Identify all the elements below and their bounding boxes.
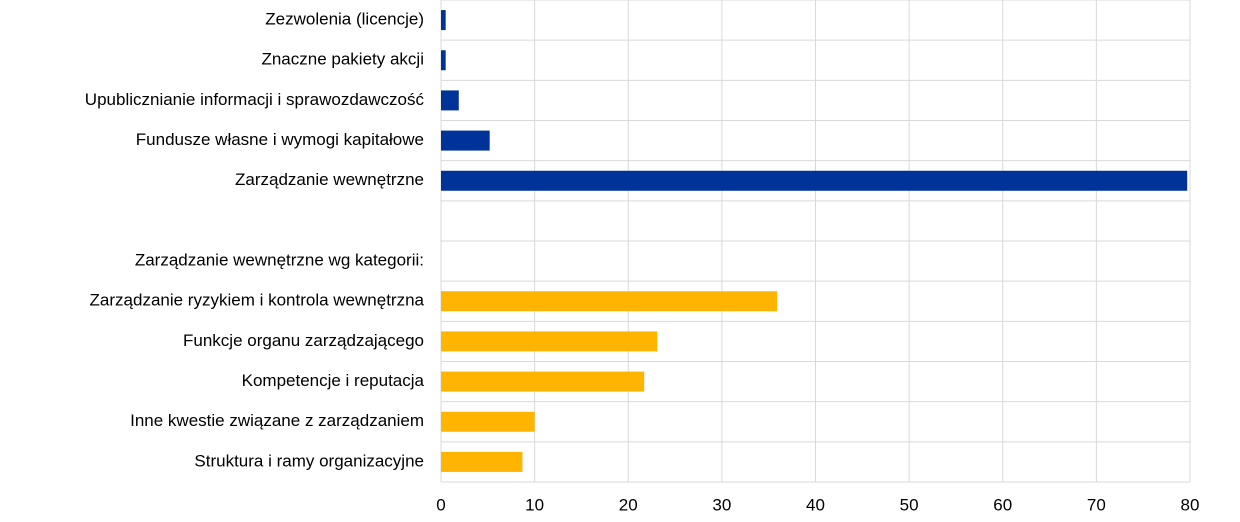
bar (441, 451, 523, 472)
y-tick-label: Upublicznianie informacji i sprawozdawcz… (85, 90, 425, 109)
bar (441, 371, 645, 392)
y-tick-label: Struktura i ramy organizacyjne (194, 451, 424, 470)
x-tick-label: 10 (525, 495, 544, 514)
x-tick-label: 50 (900, 495, 919, 514)
y-tick-label: Zarządzanie wewnętrzne wg kategorii: (135, 251, 424, 270)
x-tick-label: 80 (1181, 495, 1200, 514)
y-tick-label: Inne kwestie związane z zarządzaniem (130, 411, 424, 430)
y-tick-label: Zarządzanie ryzykiem i kontrola wewnętrz… (90, 291, 425, 310)
bar (441, 130, 490, 151)
y-tick-label: Zarządzanie wewnętrzne (235, 170, 424, 189)
x-tick-label: 40 (806, 495, 825, 514)
x-tick-label: 0 (436, 495, 445, 514)
y-tick-label: Funkcje organu zarządzającego (183, 331, 424, 350)
x-tick-label: 70 (1087, 495, 1106, 514)
bar (441, 331, 658, 352)
bar (441, 10, 446, 31)
y-tick-label: Kompetencje i reputacja (242, 371, 425, 390)
y-tick-label: Fundusze własne i wymogi kapitałowe (136, 130, 424, 149)
y-tick-label: Znaczne pakiety akcji (261, 50, 424, 69)
x-tick-label: 60 (993, 495, 1012, 514)
bar (441, 50, 446, 71)
bar (441, 170, 1188, 191)
bar (441, 411, 535, 432)
x-tick-label: 20 (619, 495, 638, 514)
bar (441, 90, 459, 111)
y-tick-label: Zezwolenia (licencje) (265, 10, 424, 29)
x-tick-label: 30 (712, 495, 731, 514)
bar (441, 291, 778, 312)
